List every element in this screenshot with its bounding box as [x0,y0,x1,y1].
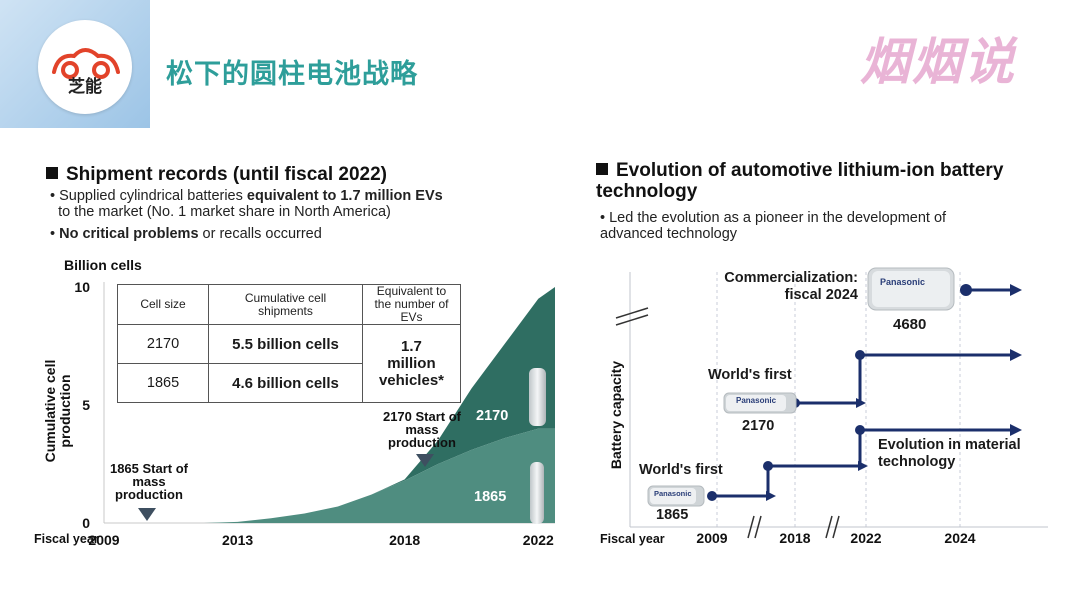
label-1865: 1865 [656,507,689,523]
right-section-title: Evolution of automotive lithium-ion batt… [596,160,1004,202]
y-axis-title: Cumulative cell production [42,359,73,463]
table-cell: 5.5 billion cells [208,324,363,364]
label-material-evolution: Evolution in material technology [878,437,1021,470]
marker-triangle-icon [416,454,434,467]
annotation-2170: 2170 Start of mass production [382,409,462,450]
axis-break-icon [615,307,840,539]
battery-2170-icon [529,368,546,426]
y-tick-label: 5 [82,397,90,413]
unit-label: Billion cells [64,257,142,273]
area-series-2170 [204,287,555,523]
milestone-dots [707,284,972,501]
square-bullet-icon [596,163,608,175]
table-header-cell-size: Cell size [116,284,210,325]
battery-2170-icon [723,392,797,414]
table-header-evs: Equivalent to the number of EVs [361,284,462,325]
shipment-table: Cell size Cumulative cell shipments Equi… [116,284,462,403]
right-y-axis-title: Battery capacity [608,360,624,470]
area-label-2170: 2170 [476,408,509,424]
left-bullet-1: • Supplied cylindrical batteries equival… [50,188,443,220]
y-tick-label: 10 [74,279,90,295]
area-series-1865 [204,428,555,523]
label-2170: 2170 [742,418,775,434]
left-bullet-2: • No critical problems or recalls occurr… [50,226,322,242]
x-tick-label: 2024 [944,530,975,546]
logo-badge [38,20,132,114]
capacity-lines [712,288,1010,498]
label-worlds-first-2170: World's first [708,367,792,383]
annotation-1865: 1865 Start of mass production [109,461,189,502]
table-cell: 1865 [116,363,210,403]
table-merged-cell: 1.7 million vehicles* [361,324,462,403]
x-axis-title: Fiscal year [34,532,99,546]
label-4680: 4680 [893,316,927,333]
arrow-heads [766,284,1022,501]
x-axis-title: Fiscal year [600,532,665,546]
x-tick-label: 2018 [389,532,420,548]
label-commercialization: Commercialization: fiscal 2024 [724,270,858,303]
logo-text: 芝能 [68,77,102,96]
cell-brand-2170: Panasonic [736,396,777,405]
left-section-title: Shipment records (until fiscal 2022) [46,164,387,185]
x-tick-label: 2022 [850,530,881,546]
battery-1865-icon [647,485,705,507]
table-cell: 4.6 billion cells [208,363,363,403]
cell-brand-1865: Panasonic [654,489,692,498]
battery-1865-icon [530,462,544,524]
square-bullet-icon [46,167,58,179]
cell-brand-4680: Panasonic [880,277,926,287]
area-label-1865: 1865 [474,489,507,505]
car-logo-icon [52,48,120,79]
right-bullet: • Led the evolution as a pioneer in the … [600,210,947,242]
x-tick-label: 2009 [88,532,119,548]
x-tick-label: 2022 [523,532,554,548]
evolution-chart: Fiscal year 2009 2018 2022 2024 [600,267,1048,546]
brand-watermark: 烟烟说 [860,34,1016,90]
table-header-shipments: Cumulative cell shipments [208,284,363,325]
table-cell: 2170 [116,324,210,364]
label-worlds-first-1865: World's first [639,462,723,478]
x-tick-label: 2009 [696,530,727,546]
x-tick-label: 2018 [779,530,810,546]
y-tick-label: 0 [82,515,90,531]
page-title: 松下的圆柱电池战略 [166,59,418,89]
battery-4680-icon [867,267,955,311]
marker-triangle-icon [138,508,156,521]
x-tick-label: 2013 [222,532,253,548]
